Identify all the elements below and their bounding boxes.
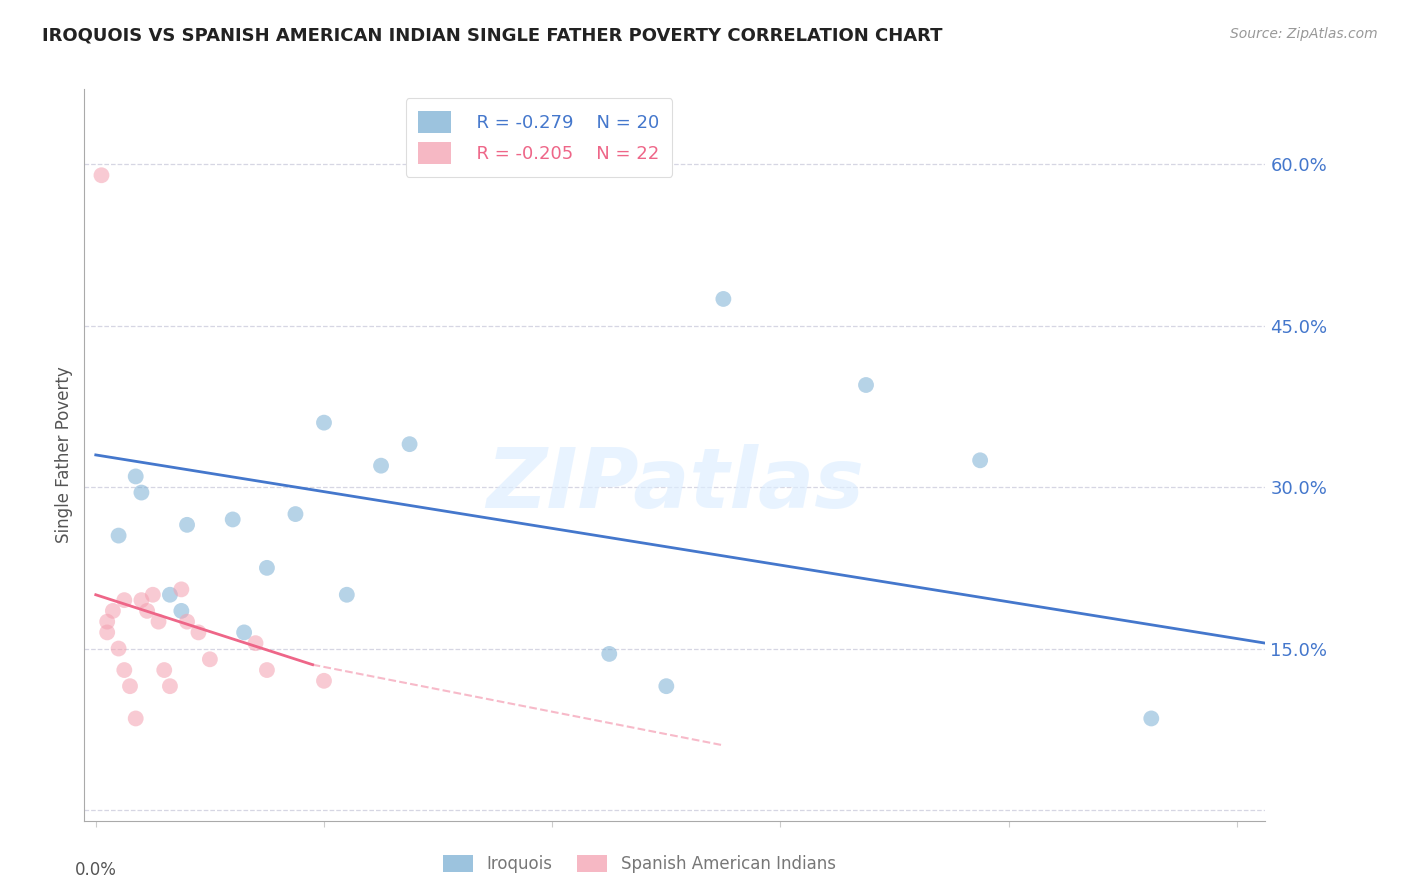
Point — [969, 453, 991, 467]
Point — [256, 561, 278, 575]
Point — [107, 528, 129, 542]
Point — [101, 604, 124, 618]
Point — [284, 507, 307, 521]
Point — [170, 582, 193, 597]
Point — [159, 679, 181, 693]
Point — [711, 292, 734, 306]
Text: ZIPatlas: ZIPatlas — [486, 443, 863, 524]
Point — [198, 652, 221, 666]
Point — [107, 641, 129, 656]
Text: 0.0%: 0.0% — [75, 861, 117, 879]
Point — [855, 378, 877, 392]
Point — [159, 588, 181, 602]
Point — [256, 663, 278, 677]
Point — [312, 673, 335, 688]
Legend: Iroquois, Spanish American Indians: Iroquois, Spanish American Indians — [434, 847, 844, 882]
Point — [312, 416, 335, 430]
Point — [131, 593, 153, 607]
Point — [96, 615, 118, 629]
Y-axis label: Single Father Poverty: Single Father Poverty — [55, 367, 73, 543]
Point — [125, 469, 148, 483]
Point — [245, 636, 267, 650]
Point — [96, 625, 118, 640]
Point — [598, 647, 620, 661]
Text: IROQUOIS VS SPANISH AMERICAN INDIAN SINGLE FATHER POVERTY CORRELATION CHART: IROQUOIS VS SPANISH AMERICAN INDIAN SING… — [42, 27, 942, 45]
Point — [1140, 711, 1163, 725]
Point — [125, 711, 148, 725]
Point — [336, 588, 359, 602]
Point — [90, 168, 112, 182]
Text: Source: ZipAtlas.com: Source: ZipAtlas.com — [1230, 27, 1378, 41]
Point — [398, 437, 420, 451]
Point — [153, 663, 176, 677]
Point — [142, 588, 165, 602]
Point — [187, 625, 209, 640]
Point — [170, 604, 193, 618]
Point — [112, 663, 135, 677]
Point — [176, 517, 198, 532]
Point — [233, 625, 256, 640]
Point — [655, 679, 678, 693]
Point — [222, 512, 245, 526]
Point — [148, 615, 170, 629]
Point — [176, 615, 198, 629]
Point — [118, 679, 141, 693]
Point — [136, 604, 159, 618]
Point — [112, 593, 135, 607]
Point — [131, 485, 153, 500]
Point — [370, 458, 392, 473]
